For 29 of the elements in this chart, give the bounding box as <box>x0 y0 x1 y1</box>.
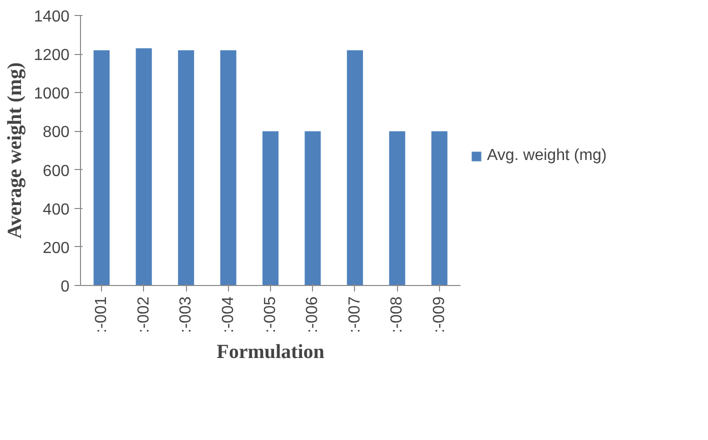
y-tick-label: 1200 <box>34 47 70 64</box>
bar <box>220 50 236 286</box>
bar <box>178 50 194 286</box>
y-tick-label: 1400 <box>34 8 70 26</box>
x-tick-label: :-001 <box>93 296 110 333</box>
y-tick-label: 400 <box>42 201 70 218</box>
x-tick-label: :-008 <box>388 296 406 333</box>
x-axis-title: Formulation <box>216 340 324 363</box>
x-tick-label: :-007 <box>346 296 364 333</box>
y-tick-label: 1000 <box>34 86 70 103</box>
x-tick-label: :-005 <box>262 296 279 333</box>
bar <box>136 48 152 286</box>
y-tick-label: 0 <box>60 278 70 296</box>
y-tick-label: 800 <box>42 124 70 142</box>
x-tick-label: :-006 <box>304 296 322 333</box>
y-axis-title: Average weight (mg) <box>4 62 26 239</box>
y-tick-label: 600 <box>42 162 70 180</box>
x-tick-label: :-009 <box>430 296 448 333</box>
x-tick-label: :-004 <box>220 296 237 333</box>
x-tick-label: :-002 <box>135 296 152 333</box>
bar <box>431 131 448 286</box>
bar <box>346 50 363 286</box>
bar <box>262 131 279 286</box>
bar <box>304 131 321 286</box>
x-tick-label: :-003 <box>178 296 195 333</box>
y-tick-label: 200 <box>42 240 70 257</box>
bar <box>389 131 406 286</box>
bar <box>94 50 110 286</box>
legend-label: Avg. weight (mg) <box>487 147 607 165</box>
